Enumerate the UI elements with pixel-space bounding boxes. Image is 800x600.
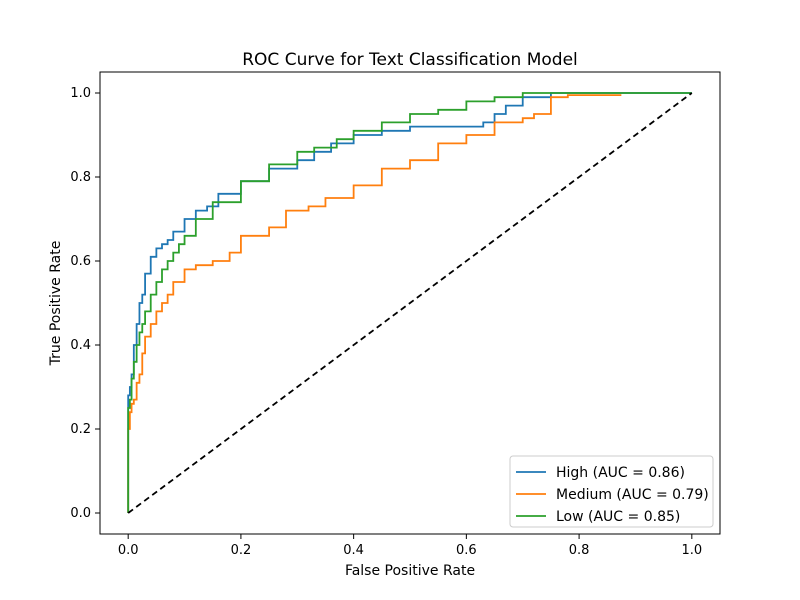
x-tick-label: 0.8 bbox=[569, 543, 590, 558]
y-tick-label: 0.0 bbox=[70, 506, 91, 521]
y-tick-label: 0.6 bbox=[70, 254, 91, 269]
y-tick-label: 0.4 bbox=[70, 338, 91, 353]
y-axis-label: True Positive Rate bbox=[48, 241, 64, 367]
ticks-layer: 0.0 0.2 0.4 0.6 0.8 1.0 0.0 0.2 0.4 0.6 0.8 1.0 bbox=[70, 86, 702, 558]
chart-title: ROC Curve for Text Classification Model bbox=[242, 50, 578, 70]
x-axis-label: False Positive Rate bbox=[345, 563, 475, 579]
series-layer bbox=[127, 92, 693, 514]
x-tick-label: 0.0 bbox=[118, 543, 139, 558]
legend-label-1: Medium (AUC = 0.79) bbox=[556, 487, 709, 503]
y-tick-label: 1.0 bbox=[70, 86, 91, 101]
reference-diagonal-line bbox=[127, 92, 693, 514]
legend-box bbox=[509, 455, 714, 528]
legend-label-0: High (AUC = 0.86) bbox=[556, 465, 685, 481]
x-tick-label: 0.4 bbox=[343, 543, 364, 558]
legend: High (AUC = 0.86) Medium (AUC = 0.79) Low … bbox=[509, 455, 714, 528]
y-tick-label: 0.8 bbox=[70, 170, 91, 185]
roc-series-line-2 bbox=[127, 92, 692, 513]
roc-series-line-1 bbox=[127, 94, 622, 513]
legend-label-2: Low (AUC = 0.85) bbox=[556, 509, 680, 525]
x-tick-label: 1.0 bbox=[681, 543, 702, 558]
y-tick-label: 0.2 bbox=[70, 422, 91, 437]
x-tick-label: 0.6 bbox=[456, 543, 477, 558]
x-tick-label: 0.2 bbox=[231, 543, 252, 558]
